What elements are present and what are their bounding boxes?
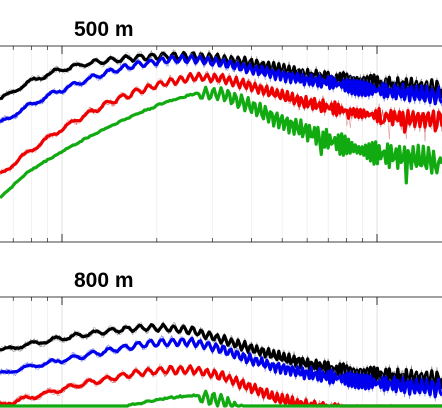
plot-frame: [0, 45, 442, 243]
series-line: [0, 336, 442, 399]
series-line: [0, 71, 442, 175]
panel-title-800m: 800 m: [74, 269, 134, 292]
series-group: [0, 320, 442, 408]
series-line: [0, 322, 442, 391]
series-group: [0, 48, 442, 199]
series-line: [0, 85, 442, 199]
grid-lines: [12, 297, 378, 406]
panel-title-500m: 500 m: [74, 18, 134, 41]
series-line: [0, 389, 442, 408]
series-line: [0, 53, 442, 123]
chart-500m: [0, 45, 442, 243]
chart-800m: [0, 296, 442, 408]
